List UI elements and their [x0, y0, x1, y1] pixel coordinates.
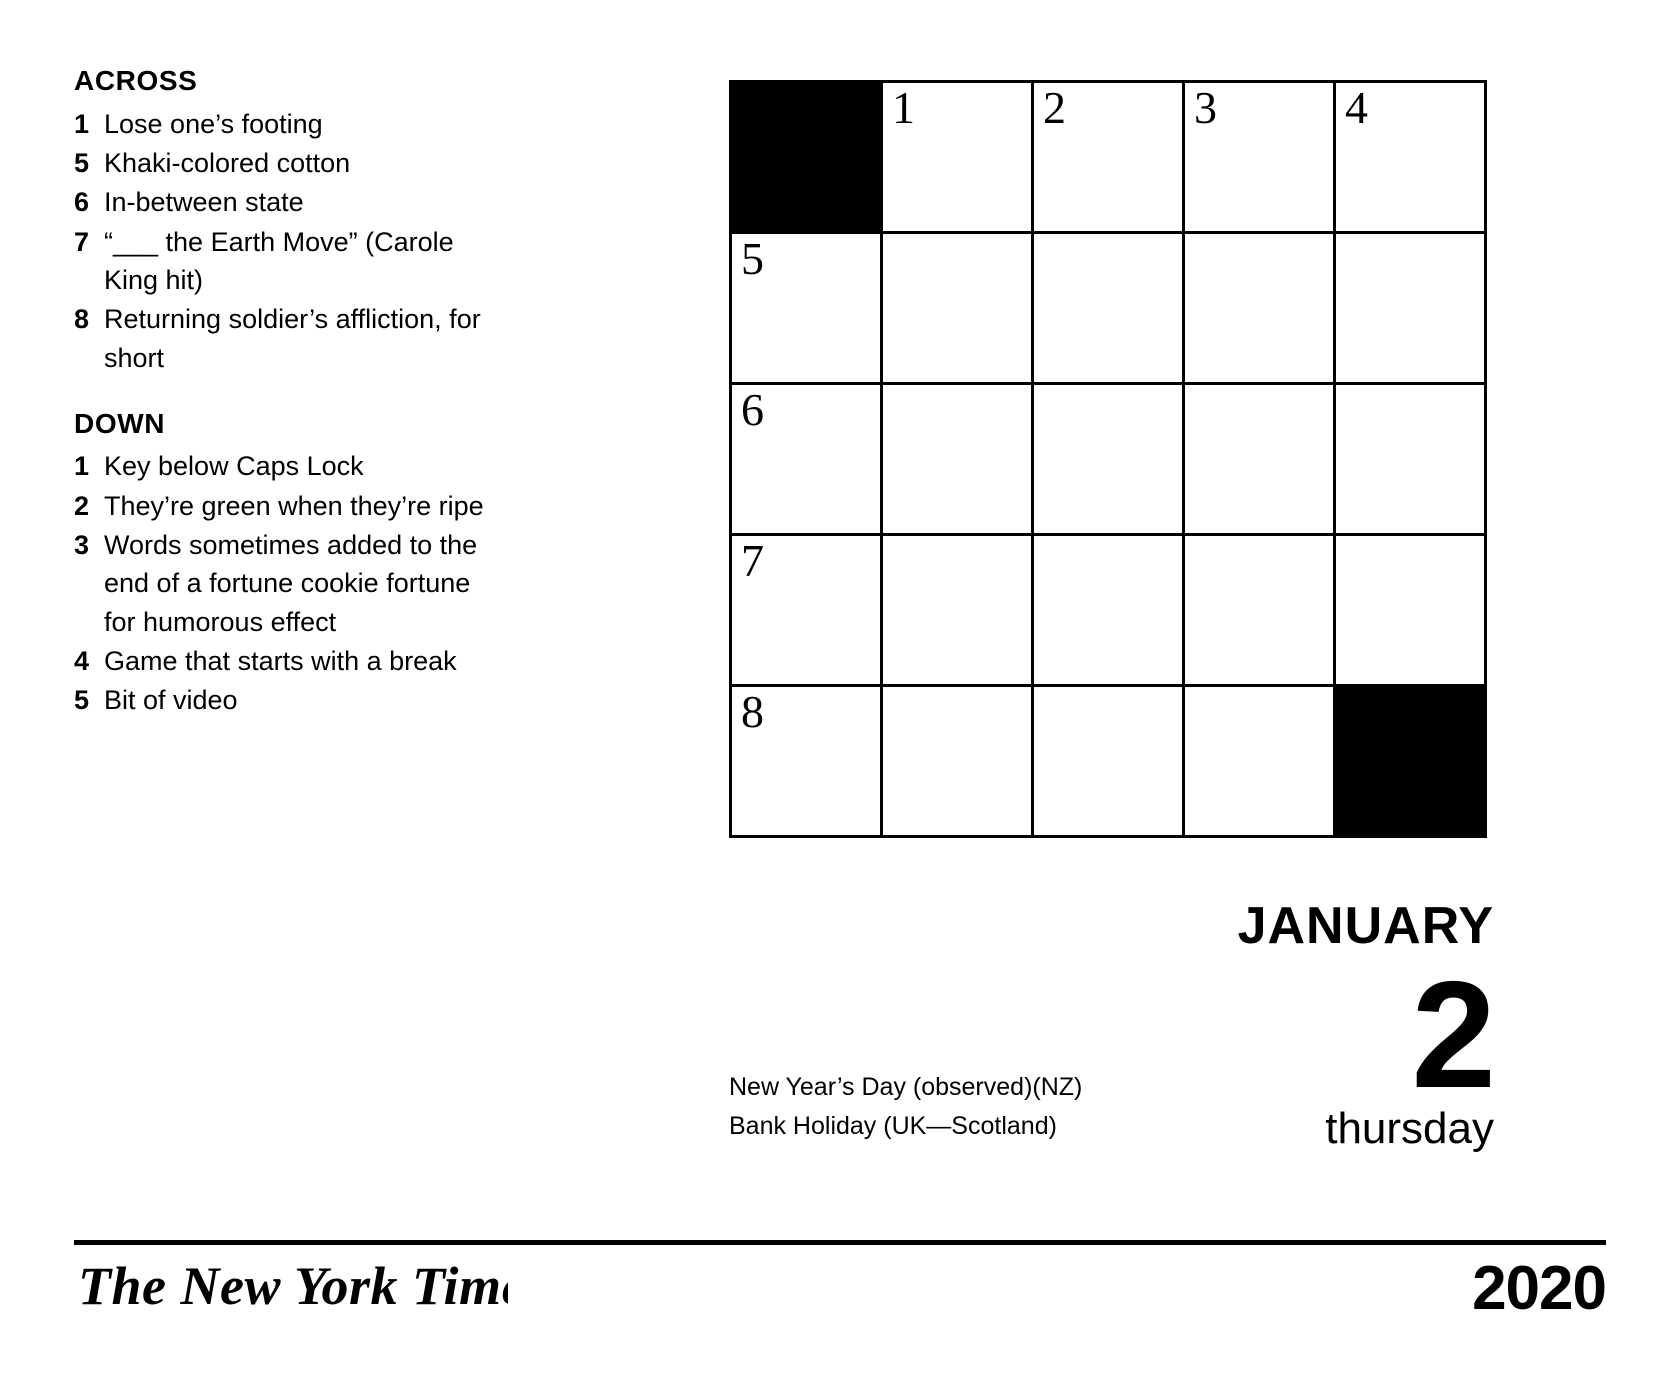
clue-text: In-between state: [104, 187, 304, 218]
clue-item-down-5[interactable]: 5 Bit of video: [74, 681, 494, 719]
grid-cell[interactable]: [1185, 536, 1336, 687]
clue-item-down-3[interactable]: 3 Words sometimes added to the end of a f…: [74, 526, 494, 641]
clue-text: Returning soldier’s affliction, for shor…: [104, 304, 481, 373]
grid-cell-block: [1336, 687, 1487, 838]
grid-cell[interactable]: 1: [883, 83, 1034, 234]
clue-number: 6: [74, 187, 90, 218]
holiday-notes: New Year’s Day (observed)(NZ) Bank Holida…: [729, 1068, 1289, 1146]
grid-cell-number: 8: [741, 686, 764, 737]
grid-cell[interactable]: 5: [732, 234, 883, 385]
clue-number: 3: [74, 530, 90, 561]
down-heading: DOWN: [74, 407, 166, 439]
crossword-grid-wrapper: 1 2 3 4 5 6 7 8: [729, 80, 1487, 838]
grid-cell-number: 4: [1345, 82, 1368, 133]
clue-text: Bit of video: [104, 685, 238, 716]
clue-item-down-1[interactable]: 1 Key below Caps Lock: [74, 447, 494, 485]
grid-cell[interactable]: [1336, 536, 1487, 687]
clue-text: Words sometimes added to the end of a fo…: [104, 530, 478, 637]
grid-cell[interactable]: [1034, 385, 1185, 536]
clue-number: 2: [74, 490, 90, 521]
clue-text: Lose one’s footing: [104, 108, 323, 139]
month-label: JANUARY: [1237, 897, 1494, 955]
grid-cell[interactable]: [883, 536, 1034, 687]
grid-cell[interactable]: [1185, 687, 1336, 838]
grid-cell[interactable]: 8: [732, 687, 883, 838]
holiday-line: New Year’s Day (observed)(NZ): [729, 1073, 1083, 1101]
clue-item-across-8[interactable]: 8 Returning soldier’s affliction, for sho…: [74, 300, 494, 377]
across-heading: ACROSS: [74, 65, 198, 96]
clue-text: Game that starts with a break: [104, 646, 457, 677]
clue-item-down-2[interactable]: 2 They’re green when they’re ripe: [74, 487, 494, 525]
grid-cell[interactable]: 3: [1185, 83, 1336, 234]
svg-text:The New York Times: The New York Times: [78, 1256, 508, 1316]
day-number: 2: [1411, 950, 1496, 1120]
clue-number: 1: [74, 108, 90, 139]
clue-number: 5: [74, 685, 90, 716]
clue-number: 7: [74, 226, 90, 257]
grid-cell[interactable]: [1034, 536, 1185, 687]
clue-number: 4: [74, 646, 90, 677]
clue-item-down-4[interactable]: 4 Game that starts with a break: [74, 642, 494, 680]
grid-cell[interactable]: 6: [732, 385, 883, 536]
clue-item-across-6[interactable]: 6 In-between state: [74, 183, 494, 221]
clue-item-across-1[interactable]: 1 Lose one’s footing: [74, 105, 494, 143]
nyt-masthead-logo: The New York Times: [78, 1256, 508, 1316]
grid-cell-number: 6: [741, 384, 764, 435]
grid-cell-number: 1: [892, 82, 915, 133]
clue-text: “___ the Earth Move” (Carole King hit): [104, 226, 454, 295]
clue-number: 5: [74, 147, 90, 178]
grid-cell-block: [732, 83, 883, 234]
grid-cell[interactable]: [1185, 234, 1336, 385]
grid-cell[interactable]: 7: [732, 536, 883, 687]
clue-text: They’re green when they’re ripe: [104, 490, 484, 521]
grid-cell[interactable]: [883, 687, 1034, 838]
year-label: 2020: [1472, 1254, 1607, 1323]
date-block: JANUARY 2 thursday: [1074, 897, 1496, 1154]
grid-cell[interactable]: [883, 234, 1034, 385]
across-clue-list: 1 Lose one’s footing 5 Khaki-colored cotton…: [74, 105, 494, 377]
clues-column: ACROSS 1 Lose one’s footing 5 Khaki-colored…: [74, 64, 494, 721]
footer-divider: [74, 1240, 1606, 1245]
crossword-grid[interactable]: 1 2 3 4 5 6 7 8: [729, 80, 1487, 838]
grid-cell[interactable]: 4: [1336, 83, 1487, 234]
clue-item-across-5[interactable]: 5 Khaki-colored cotton: [74, 144, 494, 182]
grid-cell-number: 2: [1043, 82, 1066, 133]
grid-cell[interactable]: 2: [1034, 83, 1185, 234]
clue-item-across-7[interactable]: 7 “___ the Earth Move” (Carole King hit): [74, 223, 494, 300]
grid-cell-number: 3: [1194, 82, 1217, 133]
clue-number: 8: [74, 304, 90, 335]
grid-cell[interactable]: [1034, 687, 1185, 838]
clue-number: 1: [74, 451, 90, 482]
grid-cell-number: 5: [741, 233, 764, 284]
grid-cell[interactable]: [1185, 385, 1336, 536]
grid-cell[interactable]: [1336, 385, 1487, 536]
weekday-label: thursday: [1325, 1104, 1494, 1154]
nyt-masthead: The New York Times: [78, 1254, 508, 1318]
clue-text: Khaki-colored cotton: [104, 147, 351, 178]
grid-cell[interactable]: [1336, 234, 1487, 385]
holiday-line: Bank Holiday (UK—Scotland): [729, 1111, 1057, 1140]
grid-cell[interactable]: [1034, 234, 1185, 385]
down-clue-list: 1 Key below Caps Lock 2 They’re green when …: [74, 447, 494, 719]
clue-text: Key below Caps Lock: [104, 451, 364, 482]
grid-cell-number: 7: [741, 535, 764, 586]
grid-cell[interactable]: [883, 385, 1034, 536]
